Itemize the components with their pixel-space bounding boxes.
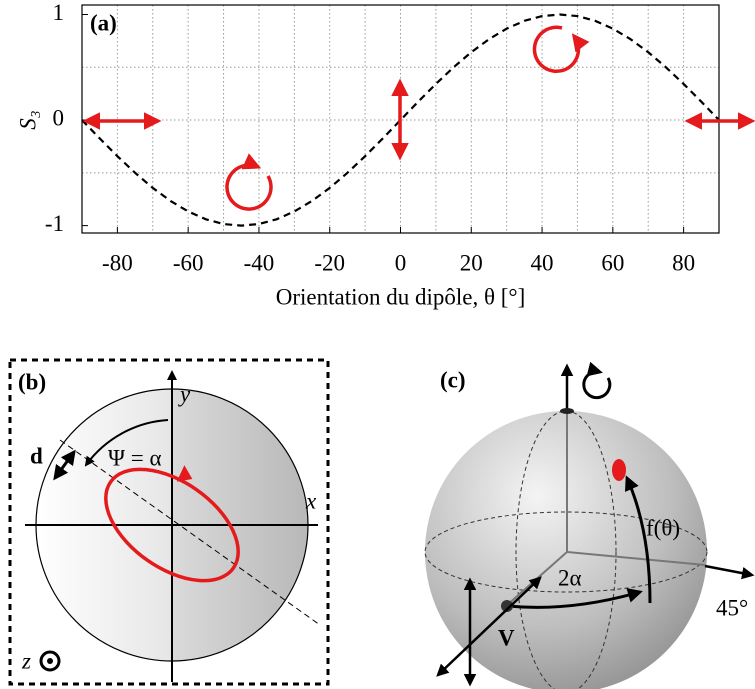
v-label: V (498, 625, 515, 650)
circular-arrow (225, 153, 273, 211)
panel-label: (a) (90, 10, 117, 35)
x-axis-label: Orientation du dipôle, θ [°] (276, 284, 526, 309)
dipole (53, 449, 76, 481)
frame (8, 358, 330, 686)
panel-label: (b) (18, 369, 46, 394)
y-tick-label: -1 (45, 211, 64, 236)
panel-a: -80 -60 -40 -20 0 20 40 60 80 -1 0 1 (a) Orientation … (15, 0, 720, 309)
f-arc (624, 475, 652, 604)
function-label: f(θ) (646, 515, 680, 540)
ellipse (104, 467, 240, 583)
x-tick-label: 20 (460, 250, 483, 275)
angle-label: Ψ = α (108, 445, 162, 470)
z-dot (47, 658, 53, 664)
panel-b: (b) y x d Ψ = α z (8, 358, 330, 686)
polarization-icons (82, 25, 755, 211)
x-tick-label: 40 (531, 250, 554, 275)
angle-arc (84, 419, 169, 467)
x-tick-label: -20 (314, 250, 345, 275)
circular-arrow (582, 361, 612, 400)
equator (424, 511, 708, 593)
circular-arrow (532, 25, 590, 74)
diag-label: 45° (716, 595, 748, 620)
y-tick-label: 0 (53, 105, 65, 130)
x-tick-label: 0 (395, 250, 407, 275)
z-symbol (39, 650, 61, 672)
diagonal-arrow (436, 576, 542, 677)
x-tick-label: -80 (102, 250, 133, 275)
meridian (515, 410, 617, 689)
dipole-axis (59, 439, 321, 626)
panel-c: (c) f(θ) 2α 45° V (424, 361, 755, 689)
diag-arrow (704, 564, 755, 580)
ellipse-arrow (176, 465, 193, 482)
pole (560, 408, 574, 414)
state-dot (612, 459, 626, 481)
axis-label: x (305, 488, 317, 513)
angle-label: 2α (558, 565, 582, 590)
dipole-label: d (30, 443, 43, 468)
panel-label: (c) (440, 367, 466, 392)
x-tick-label: 60 (601, 250, 624, 275)
x-tick-label: -40 (244, 250, 275, 275)
x-tick-label: 80 (672, 250, 695, 275)
y-tick-label: 1 (53, 0, 65, 25)
x-tick-label: -60 (173, 250, 204, 275)
axis-label: z (21, 648, 31, 673)
y-axis-label: S₃ (15, 110, 40, 130)
axis-label: y (178, 381, 191, 406)
